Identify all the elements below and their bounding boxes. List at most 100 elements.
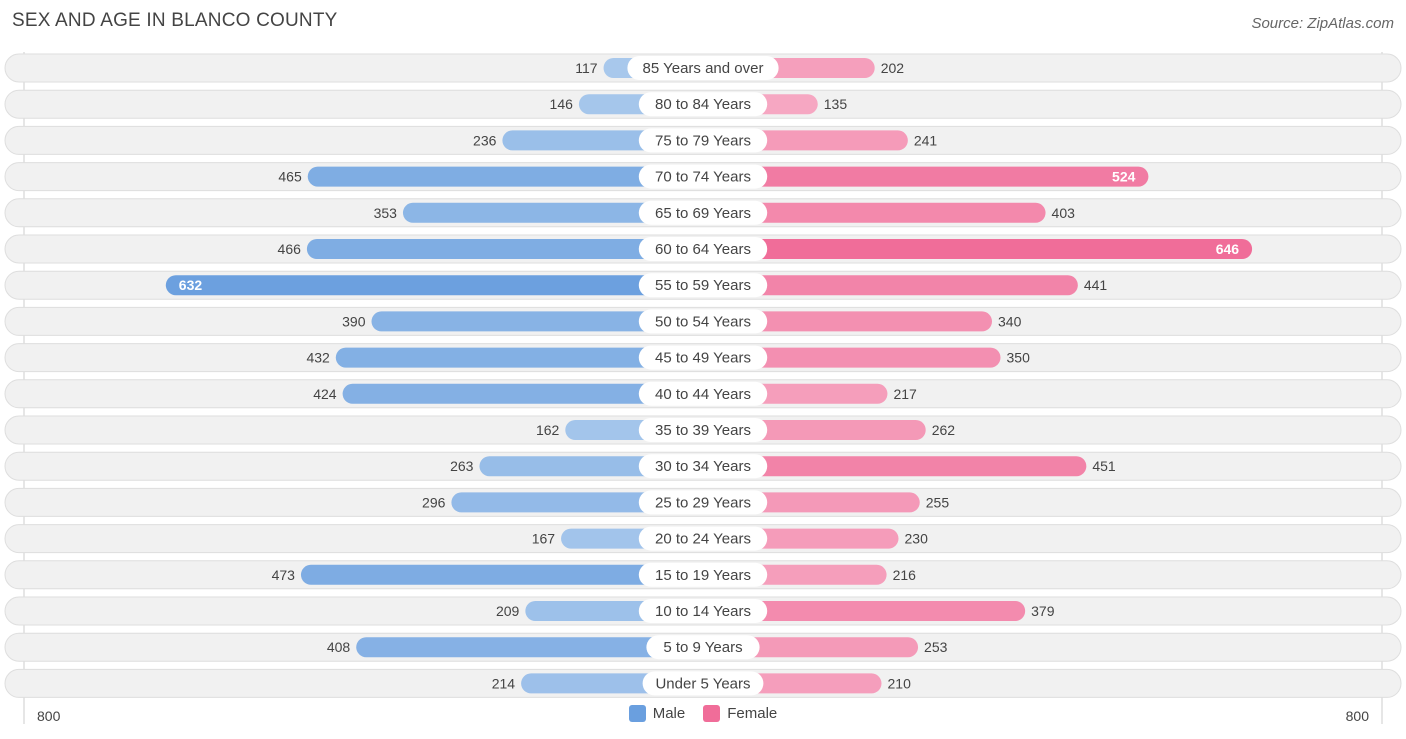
female-value-label: 202 [881, 60, 905, 76]
category-pill [646, 635, 760, 660]
category-pill [638, 418, 768, 442]
bar-male [306, 239, 703, 259]
legend-item-male: Male [628, 705, 686, 722]
category-label: 60 to 64 Years [655, 241, 751, 258]
bar-female [703, 239, 1253, 259]
category-pill [638, 200, 768, 225]
category-label: 15 to 19 Years [655, 567, 751, 584]
axis-label-right: 800 [1346, 708, 1370, 724]
bar-male [165, 275, 704, 296]
bar-female [703, 202, 1046, 223]
category-pill [638, 345, 768, 370]
category-label: 35 to 39 Years [655, 422, 751, 439]
male-value-label: 117 [575, 60, 598, 76]
female-value-label: 350 [1007, 350, 1031, 366]
male-value-label: 146 [550, 96, 574, 112]
axis-label-left: 800 [37, 708, 61, 724]
bar-female [703, 311, 992, 332]
category-label: 40 to 44 Years [655, 386, 751, 403]
female-value-label: 524 [1112, 169, 1136, 185]
legend-item-female: Female [703, 705, 777, 722]
female-value-label: 262 [932, 422, 956, 438]
category-label: 50 to 54 Years [655, 313, 751, 330]
source-credit: Source: ZipAtlas.com [1251, 15, 1394, 32]
category-pill [638, 273, 768, 298]
male-value-label: 632 [179, 277, 203, 293]
female-value-label: 403 [1052, 205, 1076, 221]
category-pill [638, 454, 768, 479]
category-pill [638, 309, 768, 334]
male-value-label: 263 [450, 458, 474, 474]
male-value-label: 465 [278, 169, 302, 185]
chart-title: SEX AND AGE IN BLANCO COUNTY [12, 10, 338, 31]
bar-male [342, 383, 703, 404]
male-value-label: 214 [492, 675, 516, 691]
male-value-label: 432 [306, 350, 330, 366]
male-value-label: 236 [473, 132, 497, 148]
female-value-label: 255 [926, 494, 950, 510]
bar-male [402, 202, 703, 223]
category-pill [638, 164, 768, 189]
bar-male [300, 564, 703, 585]
bar-female [703, 601, 1026, 621]
male-value-label: 167 [532, 531, 556, 547]
category-label: 25 to 29 Years [655, 494, 751, 511]
category-label: 45 to 49 Years [655, 350, 751, 367]
bar-male [356, 637, 703, 658]
male-value-label: 408 [327, 639, 351, 655]
male-value-label: 209 [496, 603, 520, 619]
legend-label-female: Female [727, 705, 778, 722]
female-value-label: 230 [905, 531, 929, 547]
female-value-label: 451 [1092, 458, 1116, 474]
male-value-label: 466 [278, 241, 302, 257]
category-pill [638, 562, 768, 587]
male-value-label: 424 [313, 386, 337, 402]
female-value-label: 253 [924, 639, 948, 655]
bar-male [335, 347, 703, 368]
female-value-label: 210 [888, 675, 912, 691]
female-value-label: 340 [998, 313, 1022, 329]
female-value-label: 241 [914, 132, 938, 148]
male-value-label: 353 [374, 205, 398, 221]
male-value-label: 162 [536, 422, 560, 438]
bar-female [703, 347, 1001, 368]
bar-female [703, 166, 1149, 187]
category-label: Under 5 Years [655, 675, 750, 692]
category-pill [638, 381, 768, 406]
bar-female [703, 456, 1087, 477]
male-value-label: 296 [422, 494, 446, 510]
legend-label-male: Male [652, 705, 686, 722]
category-label: 5 to 9 Years [663, 639, 742, 656]
category-pill [627, 56, 779, 80]
bar-male [371, 311, 703, 332]
category-pill [638, 599, 768, 623]
male-swatch [628, 705, 646, 722]
category-label: 65 to 69 Years [655, 205, 751, 222]
category-label: 30 to 34 Years [655, 458, 751, 475]
category-label: 85 Years and over [643, 60, 764, 77]
bar-male [307, 166, 703, 187]
male-value-label: 473 [272, 567, 296, 583]
female-value-label: 646 [1216, 241, 1240, 257]
category-label: 10 to 14 Years [655, 603, 751, 620]
female-value-label: 217 [893, 386, 917, 402]
female-value-label: 441 [1084, 277, 1108, 293]
category-label: 80 to 84 Years [655, 96, 751, 113]
female-swatch [703, 705, 721, 722]
category-pill [642, 671, 764, 696]
category-pill [638, 237, 768, 261]
category-label: 75 to 79 Years [655, 132, 751, 149]
bar-female [703, 275, 1078, 296]
category-label: 20 to 24 Years [655, 531, 751, 548]
female-value-label: 135 [824, 96, 848, 112]
category-pill [638, 490, 768, 515]
category-pill [638, 92, 768, 117]
category-label: 55 to 59 Years [655, 277, 751, 294]
category-pill [638, 128, 768, 153]
female-value-label: 216 [893, 567, 917, 583]
category-pill [638, 526, 768, 551]
male-value-label: 390 [342, 313, 366, 329]
female-value-label: 379 [1031, 603, 1055, 619]
legend: Male Female [0, 705, 1406, 722]
